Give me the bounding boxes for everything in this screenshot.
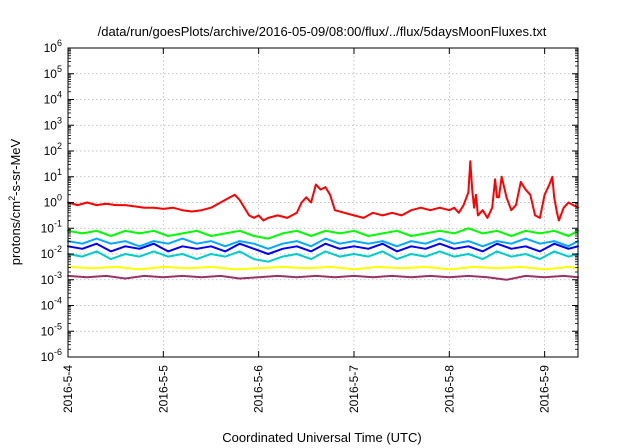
- y-tick-base: 10: [44, 41, 58, 55]
- x-tick-label: 2016-5-4: [61, 365, 75, 413]
- y-tick-exponent: 0: [57, 193, 62, 203]
- series-line-1: [67, 160, 579, 222]
- chart-title: /data/run/goesPlots/archive/2016-05-09/0…: [98, 24, 547, 39]
- y-tick-exponent: -5: [54, 321, 62, 331]
- series-line-7: [67, 274, 579, 281]
- y-tick-exponent: 3: [57, 115, 62, 125]
- series-group: [67, 160, 579, 281]
- series-line-4: [67, 242, 579, 255]
- x-tick-label: 2016-5-7: [347, 365, 361, 413]
- y-tick-base: 10: [44, 170, 58, 184]
- y-tick-label: 104: [44, 90, 62, 107]
- y-axis-title-pre: protons/cm: [8, 201, 23, 265]
- x-tick-label: 2016-5-5: [156, 365, 170, 413]
- series-line-2: [67, 227, 579, 240]
- y-tick-label: 102: [44, 141, 62, 158]
- y-tick-base: 10: [44, 118, 58, 132]
- y-tick-label: 10-3: [41, 270, 62, 287]
- y-tick-base: 10: [44, 67, 58, 81]
- y-tick-label: 10-1: [41, 218, 62, 235]
- y-tick-label: 100: [44, 193, 62, 210]
- y-tick-exponent: 6: [57, 38, 62, 48]
- y-tick-exponent: 1: [57, 167, 62, 177]
- y-tick-label: 10-5: [41, 321, 62, 338]
- y-axis-title: protons/cm2-s-sr-MeV: [7, 138, 23, 265]
- y-tick-exponent: -3: [54, 270, 62, 280]
- series-line-5: [67, 250, 579, 263]
- y-tick-label: 10-6: [41, 347, 62, 364]
- y-tick-label: 103: [44, 115, 62, 132]
- y-tick-exponent: -1: [54, 218, 62, 228]
- y-tick-label: 10-2: [41, 244, 62, 261]
- x-axis-title: Coordinated Universal Time (UTC): [222, 430, 421, 445]
- y-tick-label: 106: [44, 38, 62, 55]
- x-tick-label: 2016-5-6: [252, 365, 266, 413]
- y-axis-title-post: -s-sr-MeV: [8, 138, 23, 195]
- y-tick-base: 10: [44, 93, 58, 107]
- y-tick-base: 10: [41, 221, 55, 235]
- y-tick-exponent: -6: [54, 347, 62, 357]
- y-tick-base: 10: [41, 247, 55, 261]
- y-tick-base: 10: [44, 196, 58, 210]
- y-tick-label: 10-4: [41, 296, 62, 313]
- plot-frame: [67, 47, 579, 358]
- y-tick-exponent: 2: [57, 141, 62, 151]
- y-tick-label: 101: [44, 167, 62, 184]
- x-tick-label: 2016-5-9: [538, 365, 552, 413]
- y-tick-labels: 10-610-510-410-310-210-11001011021031041…: [41, 38, 62, 364]
- y-tick-base: 10: [41, 273, 55, 287]
- x-tick-labels: 2016-5-4 2016-5-5 2016-5-6 2016-5-7 2016-5-8…: [61, 365, 552, 413]
- y-axis-title-sup: 2: [7, 196, 17, 201]
- y-tick-exponent: 5: [57, 64, 62, 74]
- x-tick-label: 2016-5-8: [442, 365, 456, 413]
- series-line-6: [67, 265, 579, 271]
- grid: [68, 48, 578, 357]
- y-tick-base: 10: [41, 324, 55, 338]
- y-tick-base: 10: [41, 350, 55, 364]
- y-tick-exponent: 4: [57, 90, 62, 100]
- y-tick-base: 10: [41, 299, 55, 313]
- y-tick-exponent: -4: [54, 296, 62, 306]
- y-tick-exponent: -2: [54, 244, 62, 254]
- series-line-3: [67, 237, 579, 250]
- y-tick-base: 10: [44, 144, 58, 158]
- y-tick-label: 105: [44, 64, 62, 81]
